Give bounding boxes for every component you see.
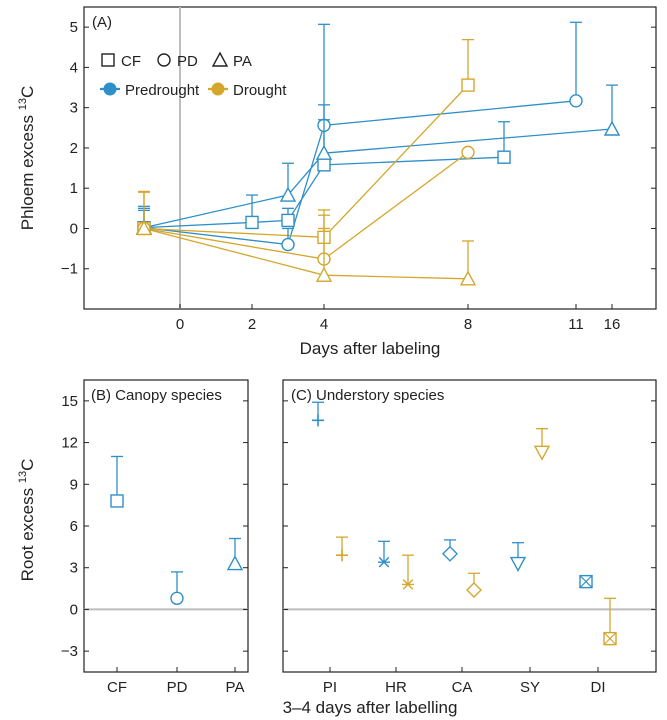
point-CF-Drought — [461, 78, 475, 92]
panel-b-ylabel-sup: 13 — [17, 471, 29, 483]
panel-bc-xlabel: 3–4 days after labelling — [283, 698, 458, 717]
legend-label-Predrought: Predrought — [125, 82, 200, 99]
y-tick-label: 9 — [70, 476, 78, 493]
y-tick-label: 5 — [70, 19, 78, 36]
panel-b-ylabel: Root excess 13C — [17, 459, 37, 582]
point-PD-Predrought — [170, 591, 184, 606]
legend-marker-PD — [157, 53, 171, 67]
panel-b-label: (B) Canopy species — [91, 387, 222, 404]
panel-b-frame — [83, 379, 249, 673]
series-line-PA-Predrought — [143, 128, 613, 229]
point-PD-Drought — [461, 145, 475, 160]
legend-label-PD: PD — [177, 53, 198, 70]
x-tick-label: PA — [226, 679, 245, 696]
x-tick-label: 0 — [176, 316, 184, 333]
panel-a-xlabel: Days after labeling — [300, 339, 441, 358]
point-PD-Predrought — [281, 237, 295, 252]
panel-a-ylabel: Phloem excess 13C — [17, 86, 37, 231]
point-HR-Drought — [402, 579, 414, 590]
point-CF-Predrought — [317, 158, 331, 172]
y-tick-label: 12 — [61, 435, 78, 452]
panel-c-frame — [282, 379, 657, 673]
point-PI-Drought — [336, 549, 348, 562]
legend-dot-Predrought — [103, 82, 117, 96]
point-DI-Predrought-cross — [579, 575, 593, 589]
panel-a-legend: CF PD PA Predrought Drought — [100, 51, 287, 99]
panel-b: −3 0 3 6 9 12 15 CF PD PA — [61, 393, 248, 696]
point-HR-Predrought — [378, 556, 390, 568]
point-PA-Predrought — [315, 144, 333, 160]
point-PI-Predrought — [312, 414, 324, 427]
point-DI-Drought-cross — [603, 632, 617, 646]
panel-b-ylabel-main: Root excess — [18, 488, 37, 582]
point-CF-Predrought — [245, 215, 259, 230]
y-tick-label: −3 — [61, 643, 78, 660]
legend-label-PA: PA — [233, 53, 252, 70]
x-tick-label: CA — [452, 679, 473, 696]
panel-a-label: (A) — [92, 14, 112, 31]
panel-a-ylabel-main: Phloem excess — [18, 115, 37, 230]
legend-marker-CF — [101, 53, 115, 67]
point-PA-Drought — [315, 266, 333, 282]
y-tick-label: 4 — [70, 59, 78, 76]
point-CF-Predrought — [281, 213, 295, 228]
legend-marker-PA — [211, 51, 229, 67]
y-tick-label: 1 — [70, 180, 78, 197]
series-line-PD-Drought — [143, 151, 469, 260]
point-PD-Predrought — [569, 94, 583, 108]
point-CF-Predrought — [110, 494, 124, 508]
x-tick-label: PI — [323, 679, 337, 696]
x-tick-label: HR — [385, 679, 407, 696]
panel-a: −1 0 1 2 3 4 5 0 2 4 8 11 16 — [61, 7, 656, 333]
x-tick-label: 4 — [320, 316, 328, 333]
point-PA-Drought — [135, 219, 153, 236]
point-SY-Drought — [533, 445, 551, 461]
series-line-PD-Predrought — [143, 100, 577, 246]
panel-b-ylabel-suffix: C — [18, 459, 37, 471]
y-tick-label: 2 — [70, 140, 78, 157]
x-tick-label: DI — [591, 679, 606, 696]
y-tick-label: −1 — [61, 261, 78, 278]
point-PA-Predrought — [603, 120, 621, 136]
point-CA-Drought — [466, 581, 482, 598]
panel-a-ylabel-suffix: C — [18, 86, 37, 98]
panel-a-frame — [83, 6, 657, 310]
x-tick-label: PD — [167, 679, 188, 696]
legend-dot-Drought — [211, 82, 225, 96]
panel-c: PI HR CA SY DI — [283, 400, 656, 696]
x-tick-label: CF — [107, 679, 127, 696]
point-PA-Predrought — [226, 555, 244, 571]
y-tick-label: 3 — [70, 560, 78, 577]
x-tick-label: 11 — [568, 316, 584, 333]
x-tick-label: 16 — [604, 316, 621, 333]
legend-label-Drought: Drought — [233, 82, 287, 99]
y-tick-label: 6 — [70, 518, 78, 535]
point-PA-Predrought — [279, 186, 297, 202]
point-CF-Predrought — [497, 150, 511, 164]
panel-a-ylabel-sup: 13 — [17, 98, 29, 110]
y-tick-label: 3 — [70, 100, 78, 117]
point-SY-Predrought — [509, 556, 527, 573]
panel-c-label: (C) Understory species — [291, 387, 444, 404]
point-PA-Drought — [459, 270, 477, 286]
x-tick-label: SY — [520, 679, 540, 696]
legend-label-CF: CF — [121, 53, 141, 70]
x-tick-label: 8 — [464, 316, 472, 333]
point-CA-Predrought — [442, 545, 458, 562]
y-tick-label: 15 — [61, 393, 78, 410]
x-tick-label: 2 — [248, 316, 256, 333]
y-tick-label: 0 — [70, 601, 78, 618]
y-tick-label: 0 — [70, 220, 78, 237]
